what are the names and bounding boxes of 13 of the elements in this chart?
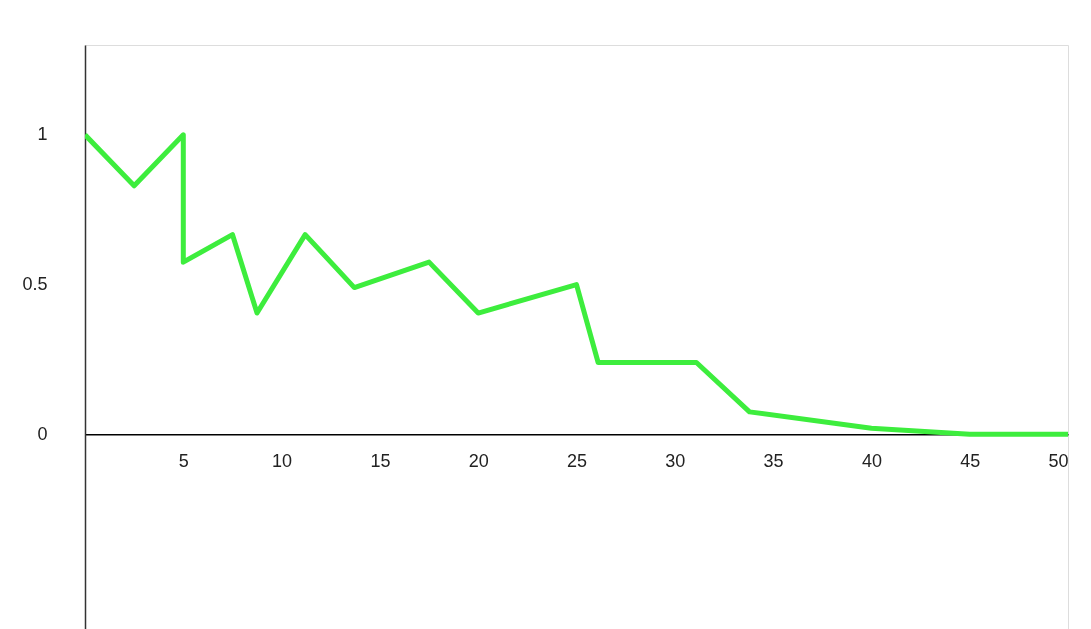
y-tick-label: 0.5 xyxy=(22,274,48,295)
x-tick-label: 40 xyxy=(861,450,882,471)
y-tick-label: 0 xyxy=(37,423,48,444)
x-tick-label: 15 xyxy=(370,450,391,471)
x-tick-label: 10 xyxy=(272,450,293,471)
x-tick-label: 5 xyxy=(178,450,189,471)
x-tick-label: 20 xyxy=(468,450,489,471)
x-tick-label: 45 xyxy=(960,450,981,471)
x-tick-label: 30 xyxy=(665,450,686,471)
x-tick-label: 35 xyxy=(763,450,784,471)
x-tick-label: 50 xyxy=(1048,450,1069,471)
x-tick-label: 25 xyxy=(566,450,588,471)
y-tick-label: 1 xyxy=(37,124,48,145)
